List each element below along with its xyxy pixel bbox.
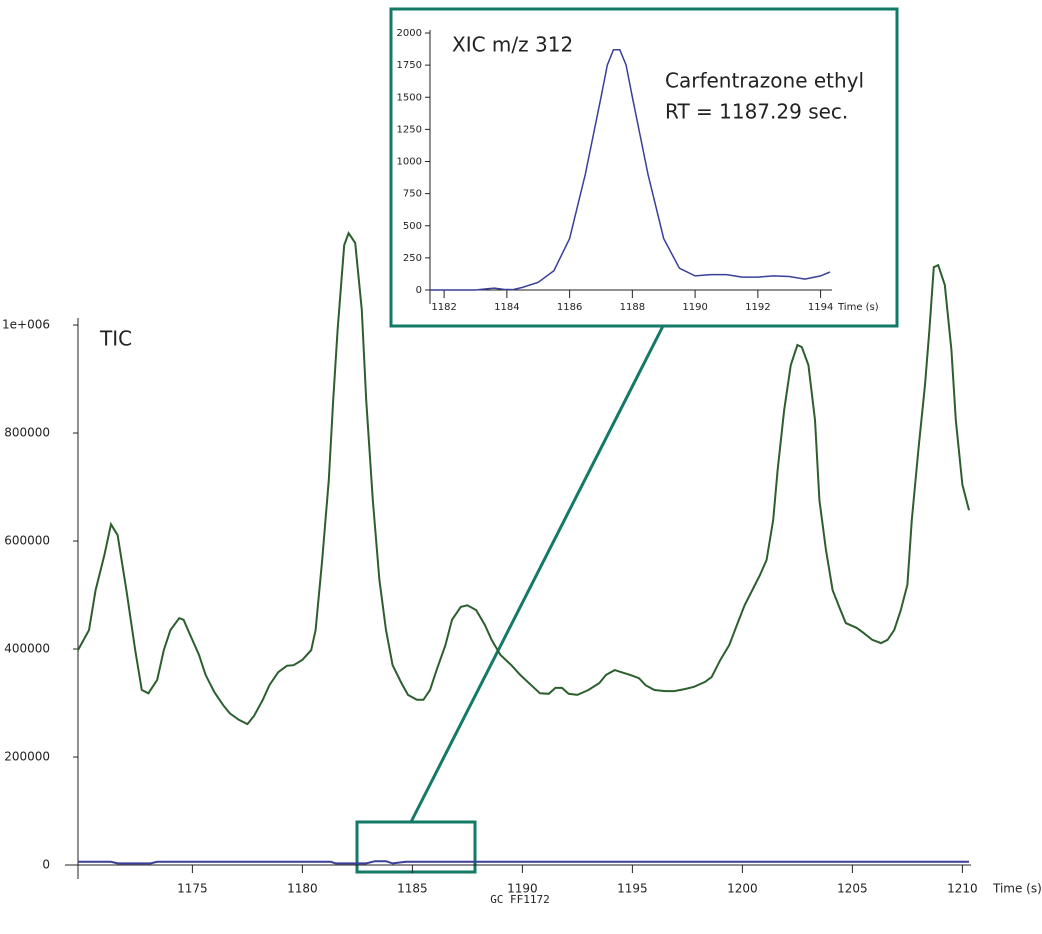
x-axis-label: Time (s) [992,882,1042,896]
x-axis-label: Time (s) [837,302,879,313]
y-tick-label: 0 [42,858,50,872]
series-line [78,860,969,865]
x-tick-label: 1190 [507,882,538,896]
chart-title: TIC [99,327,132,351]
x-tick-label: 1200 [727,882,758,896]
y-tick-label: 800000 [4,426,50,440]
x-tick-label: 1205 [837,882,868,896]
footer: GC FF1172 [490,893,550,906]
y-tick-label: 400000 [4,642,50,656]
y-tick-label: 1500 [397,92,422,103]
x-tick-label: 1182 [431,302,456,313]
y-tick-label: 600000 [4,534,50,548]
x-tick-label: 1190 [682,302,707,313]
x-tick-label: 1192 [745,302,770,313]
annotation: Carfentrazone ethyl [665,69,864,93]
annotation: RT = 1187.29 sec. [665,100,848,124]
y-tick-label: 1250 [397,124,422,135]
x-tick-label: 1185 [397,882,428,896]
y-tick-label: 1750 [397,60,422,71]
y-tick-label: 250 [403,253,422,264]
x-tick-label: 1184 [494,302,519,313]
y-tick-label: 1e+006 [2,318,50,332]
x-tick-label: 1180 [287,882,318,896]
zoom-connector [409,325,665,823]
y-tick-label: 500 [403,221,422,232]
y-tick-label: 2000 [397,28,422,39]
y-tick-label: 0 [416,285,422,296]
chart-title: XIC m/z 312 [452,33,573,57]
x-tick-label: 1175 [177,882,208,896]
x-tick-label: 1186 [557,302,582,313]
y-tick-label: 1000 [397,157,422,168]
x-tick-label: 1195 [617,882,648,896]
x-tick-label: 1210 [947,882,978,896]
series-line [77,231,970,726]
x-tick-label: 1194 [808,302,833,313]
zoom-box [355,820,477,874]
y-tick-label: 200000 [4,750,50,764]
inset-frame [389,7,899,328]
series-line [430,48,831,291]
x-tick-label: 1188 [620,302,645,313]
y-tick-label: 750 [403,189,422,200]
